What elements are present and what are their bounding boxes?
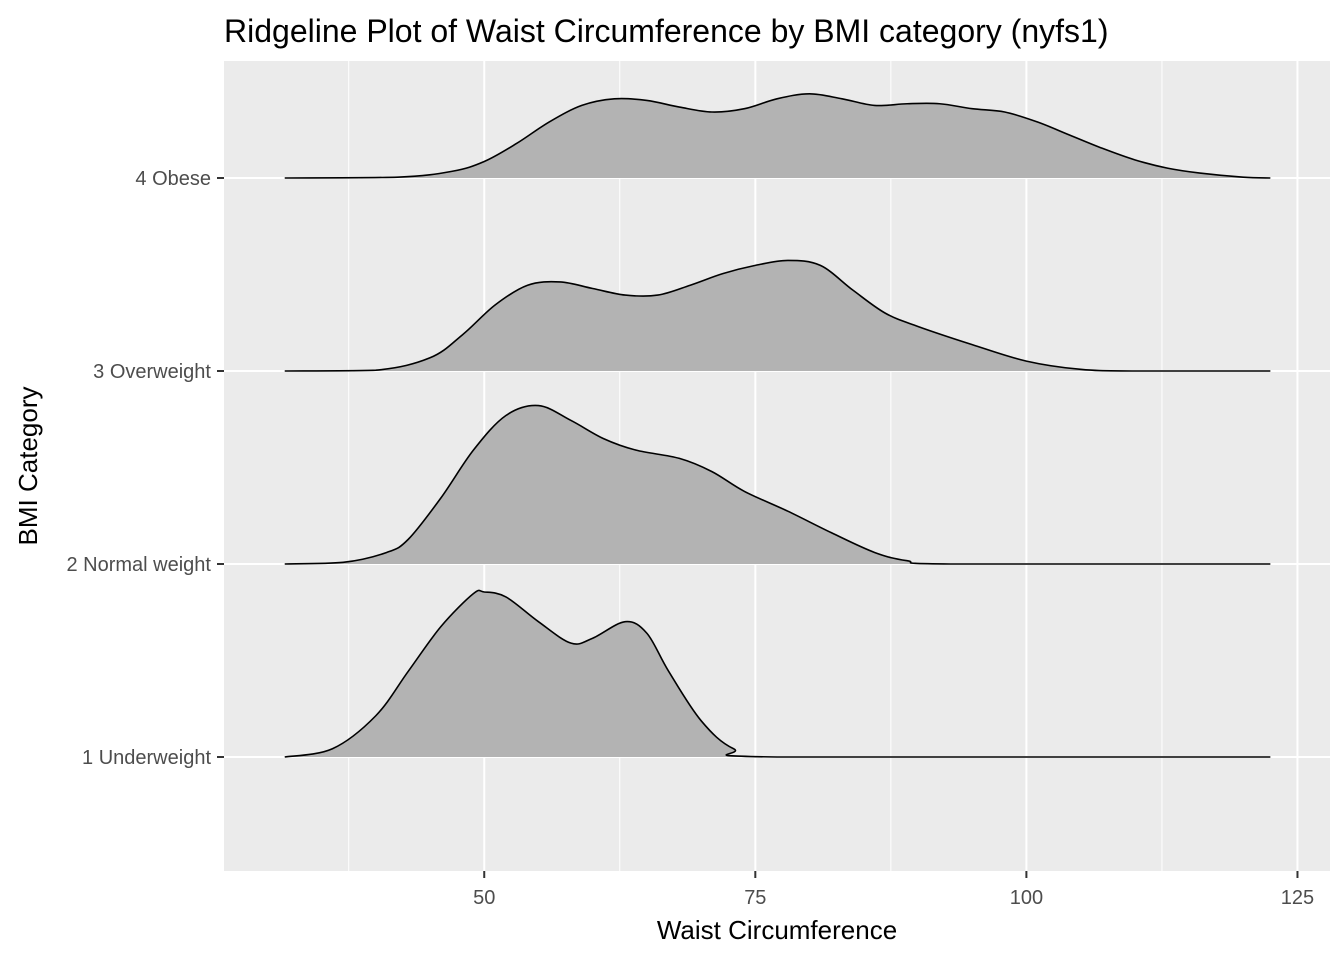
x-tick-label-100: 100 — [1010, 887, 1043, 909]
ridge-area-2-normal-weight — [284, 405, 1271, 564]
x-tick-label-75: 75 — [744, 887, 766, 909]
ridge-line-2-normal-weight — [284, 404, 1271, 565]
ridge-line-4-obese — [284, 93, 1271, 179]
ridge-area-1-underweight — [284, 590, 1271, 757]
y-tick-label-2-normal-weight: 2 Normal weight — [66, 554, 211, 576]
ridge-line-3-overweight — [284, 259, 1271, 372]
chart-title: Ridgeline Plot of Waist Circumference by… — [224, 13, 1108, 49]
x-axis-title: Waist Circumference — [657, 915, 897, 945]
x-tick-label-50: 50 — [473, 887, 495, 909]
x-axis: 50 75 100 125 — [473, 871, 1314, 909]
ridge-area-3-overweight — [284, 260, 1271, 371]
ridge-area-4-obese — [284, 93, 1271, 178]
y-axis: 4 Obese 3 Overweight 2 Normal weight 1 Unde… — [66, 168, 224, 769]
x-tick-label-125: 125 — [1281, 887, 1314, 909]
y-tick-label-4-obese: 4 Obese — [135, 168, 211, 190]
y-tick-label-3-overweight: 3 Overweight — [93, 361, 211, 383]
ridges — [284, 93, 1271, 758]
y-tick-label-1-underweight: 1 Underweight — [82, 747, 211, 769]
ridge-line-1-underweight — [284, 589, 1271, 758]
y-axis-title: BMI Category — [13, 387, 43, 546]
